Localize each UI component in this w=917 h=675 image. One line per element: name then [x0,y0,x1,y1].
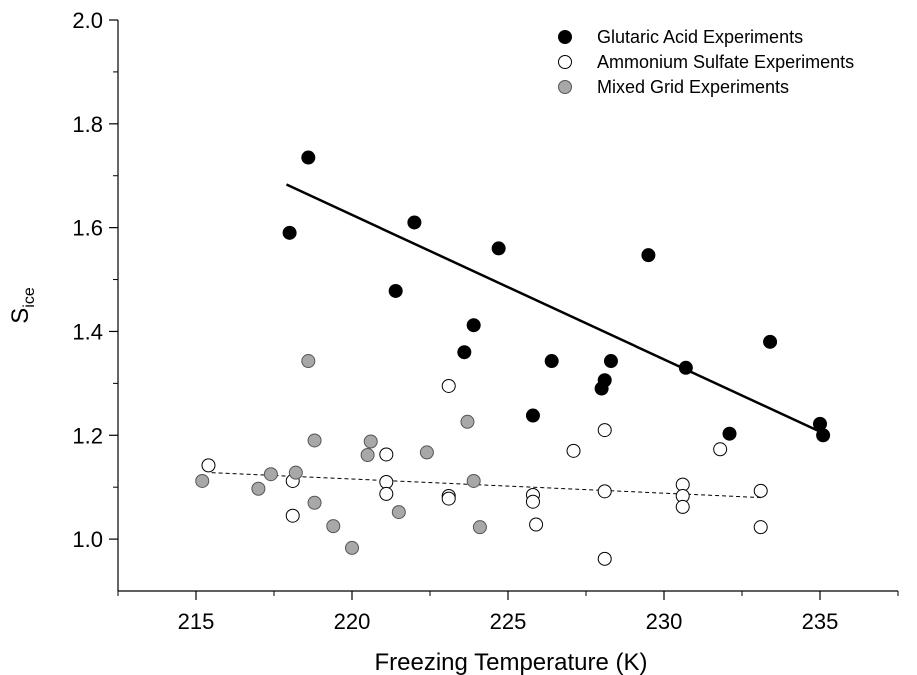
legend-label: Mixed Grid Experiments [597,77,789,97]
data-point [307,495,322,510]
data-point [379,486,394,501]
data-point [441,491,456,506]
data-point [544,354,559,369]
data-point [525,494,540,509]
y-tick-label: 2.0 [72,8,103,33]
data-point [816,428,831,443]
data-point [597,551,612,566]
fit-line-dashed [211,472,761,499]
legend-label: Glutaric Acid Experiments [597,27,803,47]
data-point [713,442,728,457]
data-point [466,473,481,488]
data-point [753,483,768,498]
y-tick-label: 1.0 [72,527,103,552]
data-point [391,505,406,520]
data-point [813,416,827,431]
fit-line-solid [285,183,821,433]
y-tick-label: 1.8 [72,112,103,137]
data-point [525,408,540,423]
data-point [722,426,737,441]
data-point [597,373,612,388]
data-point [285,508,300,523]
y-axis-title-subscript: ice [21,287,38,308]
series-ammonium-sulfate-experiments [201,378,768,566]
data-point [363,434,378,449]
data-point [419,445,434,460]
y-axis-title-main: S [7,308,34,324]
data-point [379,474,394,489]
legend-marker [558,30,572,44]
y-tick-label: 1.6 [72,216,103,241]
data-point [379,447,394,462]
legend-marker [558,55,572,69]
y-axis-title: Sice [7,287,38,324]
data-point [597,484,612,499]
y-tick-label: 1.2 [72,423,103,448]
data-point [360,447,375,462]
y-ticks: 1.0 1.2 1.4 1.6 1.8 2.0 [72,8,118,552]
data-point [407,215,422,230]
data-point [566,443,581,458]
data-point [491,241,506,256]
x-tick-label: 225 [490,609,527,634]
y-tick-label: 1.4 [72,319,103,344]
legend-marker [558,80,572,94]
axes [117,20,898,592]
fit-lines [211,183,821,499]
data-point [597,423,612,438]
data-point [263,467,278,482]
data-point [460,414,475,429]
data-point [288,465,303,480]
x-tick-label: 230 [646,609,683,634]
data-point [472,520,487,535]
data-point [529,517,544,532]
data-point [301,354,316,369]
data-point [641,248,656,263]
data-point [307,433,322,448]
data-point [326,519,341,534]
data-points [195,150,831,566]
series-glutaric-acid-experiments [282,150,831,443]
legend-label: Ammonium Sulfate Experiments [597,52,854,72]
data-point [457,345,472,360]
data-point [763,334,778,349]
data-point [466,318,481,333]
series-mixed-grid-experiments [195,354,487,555]
x-axis-title: Freezing Temperature (K) [375,649,648,675]
x-tick-label: 220 [334,609,371,634]
data-point [675,499,690,514]
data-point [195,473,210,488]
data-point [388,283,403,298]
data-point [753,520,768,535]
data-point [301,150,316,165]
legend: Glutaric Acid Experiments Ammonium Sulfat… [558,27,854,97]
data-point [603,354,618,369]
data-point [251,481,266,496]
data-point [201,458,216,473]
data-point [345,540,359,555]
data-point [441,378,456,393]
data-point [282,225,297,240]
x-tick-label: 215 [178,609,215,634]
x-tick-label: 235 [802,609,839,634]
x-ticks: 215 220 225 230 235 [117,591,899,634]
data-point [678,360,693,375]
